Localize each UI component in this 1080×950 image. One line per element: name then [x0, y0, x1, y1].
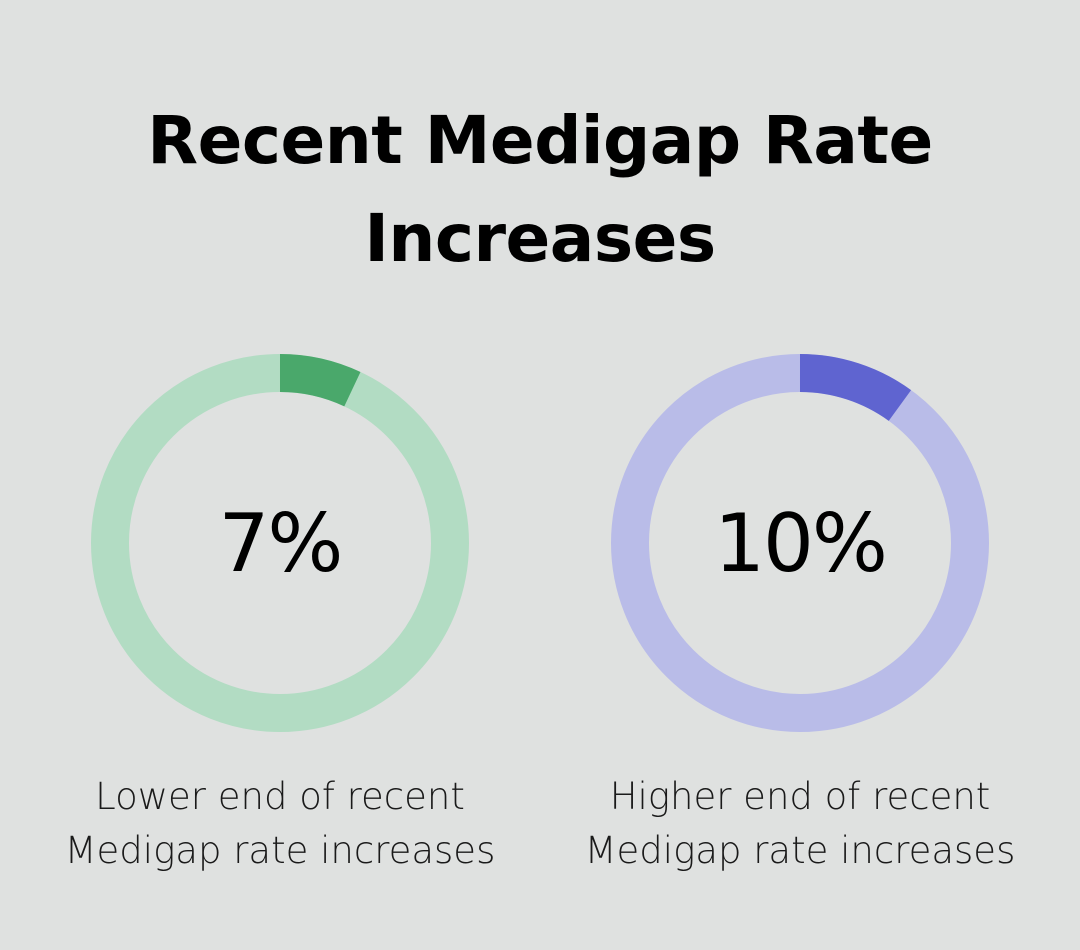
chart-title: Recent Medigap Rate Increases: [0, 92, 1080, 288]
caption-low-line-1: Lower end of recent: [95, 775, 465, 818]
donut-svg-high: [611, 354, 989, 732]
donut-chart-high: 10%: [611, 354, 989, 732]
caption-low: Lower end of recent Medigap rate increas…: [20, 770, 540, 878]
donut-value-arc-high: [799, 354, 912, 422]
donut-value-label-low: 7%: [218, 496, 344, 590]
donut-value-arc-low: [279, 354, 361, 407]
caption-high-line-2: Medigap rate increases: [584, 829, 1016, 872]
donut-chart-low: 7%: [91, 354, 469, 732]
title-line-2: Increases: [364, 200, 716, 277]
title-line-1: Recent Medigap Rate: [147, 102, 933, 179]
caption-high-line-1: Higher end of recent: [609, 775, 991, 818]
donut-value-label-high: 10%: [714, 496, 888, 590]
caption-low-line-2: Medigap rate increases: [64, 829, 496, 872]
caption-high: Higher end of recent Medigap rate increa…: [540, 770, 1060, 878]
donut-svg-low: [91, 354, 469, 732]
